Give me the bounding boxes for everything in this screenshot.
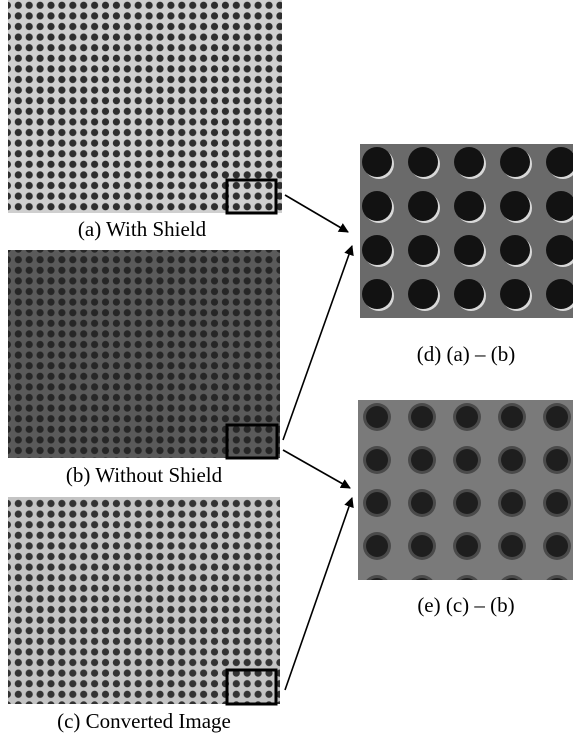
figure: (a) With Shield (b) Without Shield (c) C… (0, 0, 573, 738)
image-d (360, 144, 573, 318)
caption: (c) Converted Image (57, 709, 231, 733)
caption: (d) (a) – (b) (417, 342, 516, 366)
caption: (b) Without Shield (66, 463, 223, 487)
image-e (358, 400, 573, 580)
arrow (285, 498, 352, 690)
arrows (283, 195, 352, 690)
arrow (285, 195, 348, 232)
image-b (8, 250, 280, 458)
caption: (e) (c) – (b) (417, 593, 514, 617)
image-c (8, 497, 280, 704)
arrow (283, 246, 352, 440)
caption: (a) With Shield (78, 217, 207, 241)
arrow (283, 450, 350, 488)
